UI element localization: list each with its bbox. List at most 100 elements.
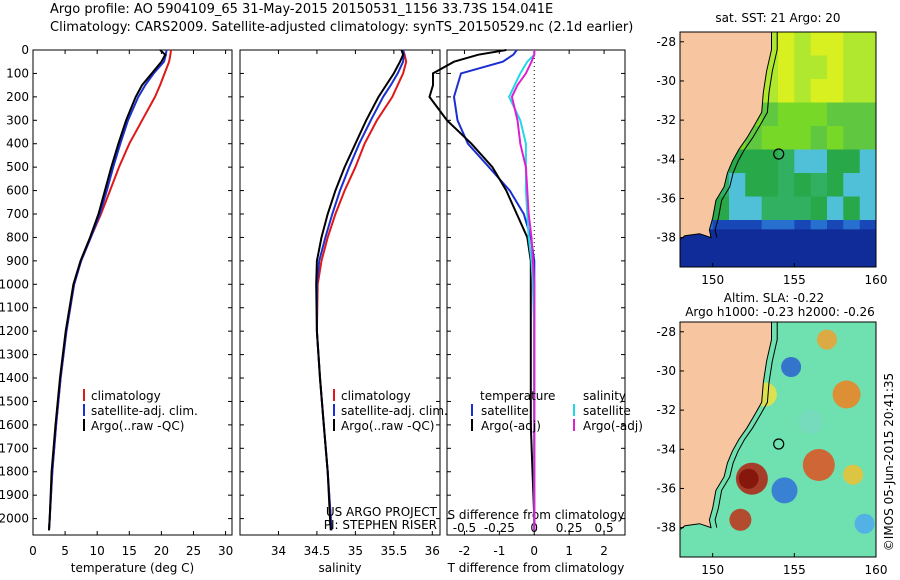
y-tick-label: 400 (6, 137, 29, 151)
sst-cell (745, 196, 763, 221)
s-tick-label: 0.25 (556, 521, 583, 535)
sst-cell (794, 32, 812, 56)
temperature-series-argo (48, 49, 167, 531)
map-y-tick-label: -30 (656, 74, 676, 88)
sst-cell (810, 196, 828, 221)
imos-timestamp: ©IMOS 05-Jun-2015 20:41:35 (882, 373, 896, 551)
x-tick-label: 34.5 (304, 544, 331, 558)
sst-cell (810, 79, 828, 103)
x-tick-label: -1 (493, 544, 505, 558)
map-y-tick-label: -28 (656, 35, 676, 49)
y-tick-label: 900 (6, 254, 29, 268)
sla-blob (802, 449, 835, 481)
x-tick-label: 35 (348, 544, 363, 558)
sst-deep-band (680, 229, 876, 267)
project-note: US ARGO PROJECT (326, 505, 438, 519)
y-tick-label: 1000 (0, 277, 29, 291)
difference-series-magenta (510, 50, 536, 531)
sst-cell (859, 196, 877, 221)
sst-cell (843, 32, 861, 56)
sst-map-frame (679, 31, 877, 268)
y-tick-label: 0 (21, 43, 29, 57)
sst-cell (843, 196, 861, 221)
legend-entry: satellite-adj. clim. (91, 404, 198, 418)
sst-cell (827, 126, 844, 150)
shelf-contour (714, 322, 778, 528)
y-tick-label: 1300 (0, 348, 29, 362)
sla-map-title: Altim. SLA: -0.22 (724, 291, 824, 305)
sst-cell (794, 126, 812, 150)
legend-entry: climatology (91, 389, 161, 403)
sst-cell (859, 126, 877, 150)
sla-blob (832, 380, 861, 409)
map-x-tick-label: 160 (865, 273, 888, 287)
sla-map-subtitle: Argo h1000: -0.23 h2000: -0.26 (685, 305, 875, 319)
map-y-tick-label: -30 (656, 364, 676, 378)
land (679, 31, 772, 241)
sst-cell (843, 126, 861, 150)
sst-cell (859, 173, 877, 197)
sst-cell (827, 196, 844, 221)
x-tick-label: -2 (458, 544, 470, 558)
y-tick-label: 1500 (0, 394, 29, 408)
s-tick-label: -0.5 (453, 521, 476, 535)
map-y-tick-label: -32 (656, 113, 676, 127)
x-tick-label: 20 (154, 544, 169, 558)
x-tick-label: 25 (186, 544, 201, 558)
y-tick-label: 1600 (0, 418, 29, 432)
x-tick-label: 34 (271, 544, 286, 558)
map-x-tick-label: 150 (701, 563, 724, 577)
x-tick-label: 35.5 (380, 544, 407, 558)
temperature-plot-frame (32, 49, 233, 536)
sst-cell (859, 32, 877, 56)
sst-cell (859, 79, 877, 103)
sst-cell (794, 149, 812, 174)
map-y-tick-label: -36 (656, 481, 676, 495)
legend-entry: climatology (341, 389, 411, 403)
legend-heading-temperature: temperature (480, 389, 555, 403)
y-tick-label: 1700 (0, 441, 29, 455)
sst-cell (794, 173, 812, 197)
sst-cell (827, 79, 844, 103)
project-note: PI: STEPHEN RISER (324, 518, 437, 532)
x-tick-label: 5 (61, 544, 69, 558)
sst-cell (712, 196, 730, 221)
sst-cell (859, 149, 877, 174)
sst-cell (778, 196, 795, 221)
sst-cell (810, 173, 828, 197)
salinity-x-label: salinity (318, 561, 361, 575)
x-tick-label: 36 (425, 544, 440, 558)
sst-cell (778, 55, 795, 80)
y-tick-label: 700 (6, 207, 29, 221)
map-y-tick-label: -34 (656, 442, 676, 456)
difference-top-label: S difference from climatology (448, 508, 625, 522)
s-tick-label: -0.25 (484, 521, 515, 535)
sst-cell (794, 55, 812, 80)
sst-cell (810, 126, 828, 150)
map-x-tick-label: 155 (783, 273, 806, 287)
sst-cell (761, 79, 779, 103)
y-tick-label: 500 (6, 160, 29, 174)
y-tick-label: 1400 (0, 371, 29, 385)
x-tick-label: 15 (122, 544, 137, 558)
salinity-series-argo (315, 49, 405, 531)
sst-cell (843, 149, 861, 174)
difference-plot-frame (446, 49, 626, 536)
map-y-tick-label: -32 (656, 403, 676, 417)
x-tick-label: 0 (29, 544, 37, 558)
legend-entry: Argo(..raw -QC) (91, 419, 184, 433)
sst-cell (810, 55, 828, 80)
sst-cell (843, 55, 861, 80)
sst-cell (761, 102, 779, 127)
y-tick-label: 1900 (0, 488, 29, 502)
sst-cell (778, 102, 795, 127)
sst-cell (729, 173, 746, 197)
sst-cell (827, 102, 844, 127)
header-line-2: Climatology: CARS2009. Satellite-adjuste… (50, 20, 634, 35)
legend-entry: Argo(..raw -QC) (341, 419, 434, 433)
sst-map-title: sat. SST: 21 Argo: 20 (715, 11, 840, 25)
x-tick-label: 0 (530, 544, 538, 558)
sst-cell (729, 196, 746, 221)
land (679, 321, 772, 531)
sst-cell (761, 196, 779, 221)
